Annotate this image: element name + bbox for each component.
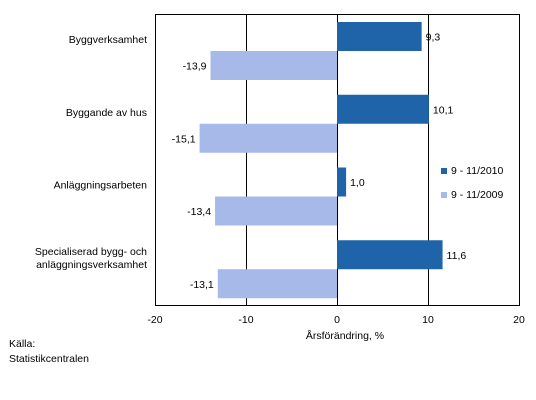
value-label: -13,9 (183, 61, 207, 73)
category-label: Byggande av hus (66, 107, 147, 119)
value-label: 11,6 (447, 250, 467, 262)
legend-swatch (441, 168, 447, 174)
value-label: -13,1 (190, 279, 214, 291)
bar (215, 196, 337, 226)
legend-label: 9 - 11/2009 (451, 189, 504, 201)
bars (199, 22, 443, 299)
value-label: -13,4 (187, 206, 211, 218)
x-tick-label: 10 (422, 314, 434, 326)
category-label: anläggningsverksamhet (36, 259, 147, 271)
bar (210, 51, 337, 80)
bar (337, 167, 347, 197)
category-label: Specialiserad bygg- och (35, 246, 147, 258)
bar (217, 269, 337, 299)
value-label: 10,1 (433, 104, 454, 116)
bar (199, 123, 337, 153)
value-label: -15,1 (172, 133, 196, 145)
x-tick-label: -10 (238, 314, 253, 326)
source-note: Källa: Statistikcentralen (9, 337, 89, 367)
bar (337, 240, 443, 270)
category-labels: Byggverksamhet Byggande av hus Anläggnings… (35, 34, 147, 271)
value-label: 1,0 (350, 177, 365, 189)
legend-label: 9 - 11/2010 (451, 165, 504, 177)
value-labels: 9,3 10,1 1,0 11,6 -13,9 -15,1 -13,4 -13,1 (172, 32, 467, 291)
legend: 9 - 11/2010 9 - 11/2009 (441, 165, 504, 201)
x-axis-title: Årsförändring, % (306, 329, 384, 342)
category-label: Anläggningsarbeten (54, 180, 148, 192)
x-tick-label: -20 (147, 314, 162, 326)
legend-swatch (441, 192, 447, 198)
x-tick-label: 20 (513, 314, 525, 326)
x-axis-ticks: -20 -10 0 10 20 (147, 314, 525, 326)
x-tick-label: 0 (334, 314, 340, 326)
bar (337, 22, 422, 51)
bar (337, 94, 429, 124)
plot-area-frame (155, 14, 520, 306)
source-label: Källa: (9, 338, 36, 350)
source-name: Statistikcentralen (9, 353, 89, 365)
category-label: Byggverksamhet (69, 34, 147, 46)
value-label: 9,3 (426, 32, 441, 44)
